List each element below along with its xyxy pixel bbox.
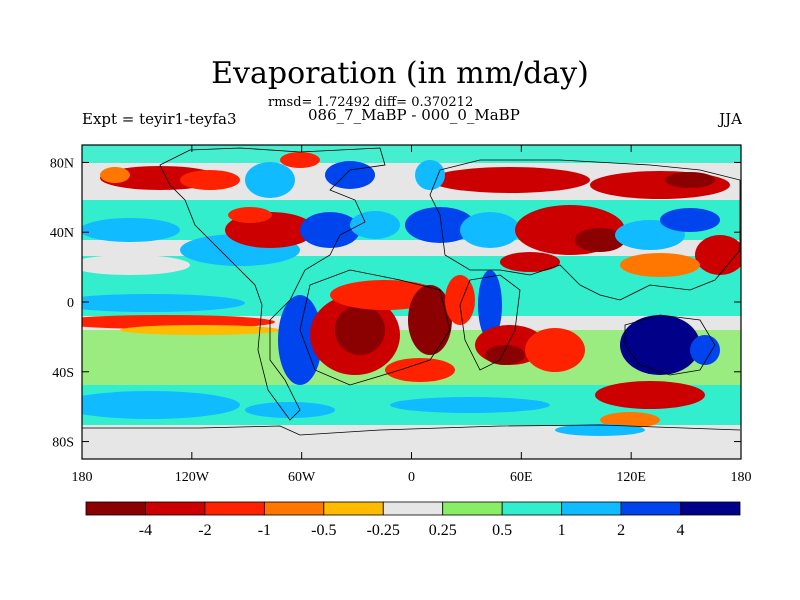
experiment-label: Expt = teyir1-teyfa3 xyxy=(82,110,237,128)
lon-tick-label: 180 xyxy=(731,470,752,485)
stats-text: rmsd= 1.72492 diff= 0.370212 xyxy=(268,95,474,110)
lat-tick-label: 40S xyxy=(52,366,74,381)
lon-tick-label: 120E xyxy=(616,470,646,485)
map-field xyxy=(82,145,741,459)
colorbar-label: -0.25 xyxy=(367,522,400,539)
season-label: JJA xyxy=(719,110,742,128)
lon-tick-label: 180 xyxy=(72,470,93,485)
colorbar-label: 4 xyxy=(677,522,685,539)
lon-tick-label: 60E xyxy=(510,470,533,485)
lat-tick-label: 0 xyxy=(67,296,74,311)
colorbar-label: 1 xyxy=(558,522,566,539)
colorbar-box xyxy=(501,501,563,516)
colorbar-label: 2 xyxy=(617,522,625,539)
lon-tick-label: 0 xyxy=(408,470,415,485)
lat-tick-label: 80S xyxy=(52,436,74,451)
colorbar-box xyxy=(442,501,503,516)
colorbar-box xyxy=(561,501,622,516)
longitude-axis: 180 120W 60W 0 60E 120E 180 xyxy=(72,145,752,485)
colorbar-box xyxy=(323,501,384,516)
latitude-axis: 80N 40N 0 40S 80S xyxy=(50,156,741,451)
colorbar-box xyxy=(680,501,741,516)
coastline-outline xyxy=(82,147,741,436)
colorbar-label: -4 xyxy=(139,522,152,539)
lat-tick-label: 80N xyxy=(50,156,74,171)
colorbar-box xyxy=(204,501,265,516)
colorbar-label: 0.25 xyxy=(429,522,457,539)
colorbar: -4 -2 -1 -0.5 -0.25 0.25 0.5 1 2 4 xyxy=(85,501,741,539)
colorbar-box xyxy=(85,501,146,516)
colorbar-box xyxy=(145,501,206,516)
colorbar-label: 0.5 xyxy=(492,522,512,539)
colorbar-box xyxy=(620,501,681,516)
colorbar-label: -0.5 xyxy=(311,522,336,539)
colorbar-label: -1 xyxy=(258,522,271,539)
lat-tick-label: 40N xyxy=(50,226,74,241)
lon-tick-label: 120W xyxy=(175,470,210,485)
colorbar-label: -2 xyxy=(198,522,211,539)
colorbar-box xyxy=(263,501,325,516)
colorbar-box xyxy=(382,501,444,516)
lon-tick-label: 60W xyxy=(288,470,316,485)
period-text: 086_7_MaBP - 000_0_MaBP xyxy=(308,106,520,124)
chart-title: Evaporation (in mm/day) xyxy=(211,56,589,91)
